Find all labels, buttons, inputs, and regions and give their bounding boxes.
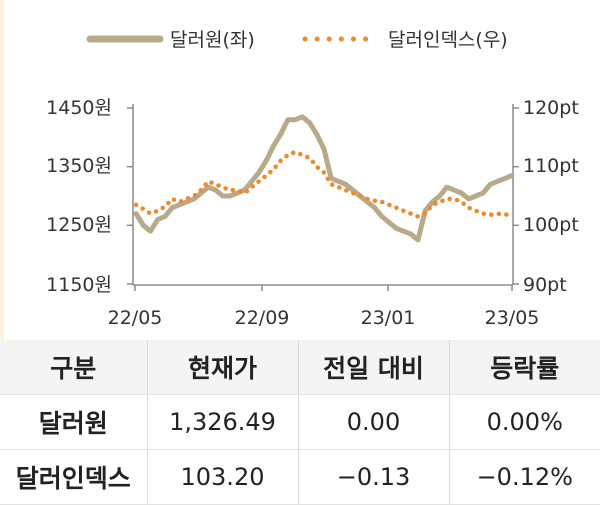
change-rate-cell: −0.12% — [449, 449, 600, 505]
table-row: 달러원 1,326.49 0.00 0.00% — [0, 394, 600, 450]
header-category: 구분 — [0, 340, 148, 395]
change-rate-cell: 0.00% — [449, 394, 600, 450]
change-cell: −0.13 — [298, 449, 450, 505]
tick-marks — [127, 107, 519, 291]
series-line-krw — [133, 114, 515, 243]
axes — [132, 104, 514, 286]
row-name: 달러원 — [0, 394, 148, 450]
right-axis-labels: 120pt 110pt 100pt 90pt — [523, 97, 579, 296]
legend-label-krw: 달러원(좌) — [170, 29, 255, 51]
left-tick-label: 1250원 — [46, 214, 112, 236]
x-axis-labels: 22/05 22/09 23/01 23/05 — [108, 307, 540, 329]
series-line-dxy — [133, 149, 515, 219]
right-tick-label: 110pt — [523, 155, 579, 177]
left-tick-label: 1150원 — [46, 274, 112, 296]
chart-legend: 달러원(좌) 달러인덱스(우) — [86, 29, 508, 51]
left-tick-label: 1450원 — [46, 97, 112, 119]
table-row: 달러인덱스 103.20 −0.13 −0.12% — [0, 449, 600, 505]
row-name: 달러인덱스 — [0, 449, 148, 505]
x-tick-label: 23/01 — [361, 307, 416, 329]
header-change: 전일 대비 — [298, 340, 450, 395]
header-change-rate: 등락률 — [449, 340, 600, 395]
series-layer — [133, 114, 515, 243]
chart-canvas: 달러원(좌) 달러인덱스(우) 1450원 1350원 1250원 1150원 … — [46, 29, 579, 329]
header-current-price: 현재가 — [147, 340, 299, 395]
table-header-row: 구분 현재가 전일 대비 등락률 — [0, 340, 600, 395]
change-cell: 0.00 — [298, 394, 450, 450]
exchange-rate-chart: 달러원(좌) 달러인덱스(우) 1450원 1350원 1250원 1150원 … — [46, 29, 579, 329]
right-tick-label: 120pt — [523, 97, 579, 119]
right-tick-label: 100pt — [523, 214, 579, 236]
left-axis-labels: 1450원 1350원 1250원 1150원 — [46, 97, 112, 296]
left-tick-label: 1350원 — [46, 155, 112, 177]
right-tick-label: 90pt — [523, 274, 567, 296]
quote-table: 구분 현재가 전일 대비 등락률 달러원 1,326.49 0.00 0.00%… — [0, 340, 600, 505]
current-price-cell: 103.20 — [147, 449, 299, 505]
legend-label-dxy: 달러인덱스(우) — [388, 29, 508, 51]
current-price-cell: 1,326.49 — [147, 394, 299, 450]
x-tick-label: 22/05 — [108, 307, 163, 329]
left-accent-strip — [0, 0, 4, 340]
x-tick-label: 23/05 — [485, 307, 540, 329]
x-tick-label: 22/09 — [235, 307, 290, 329]
